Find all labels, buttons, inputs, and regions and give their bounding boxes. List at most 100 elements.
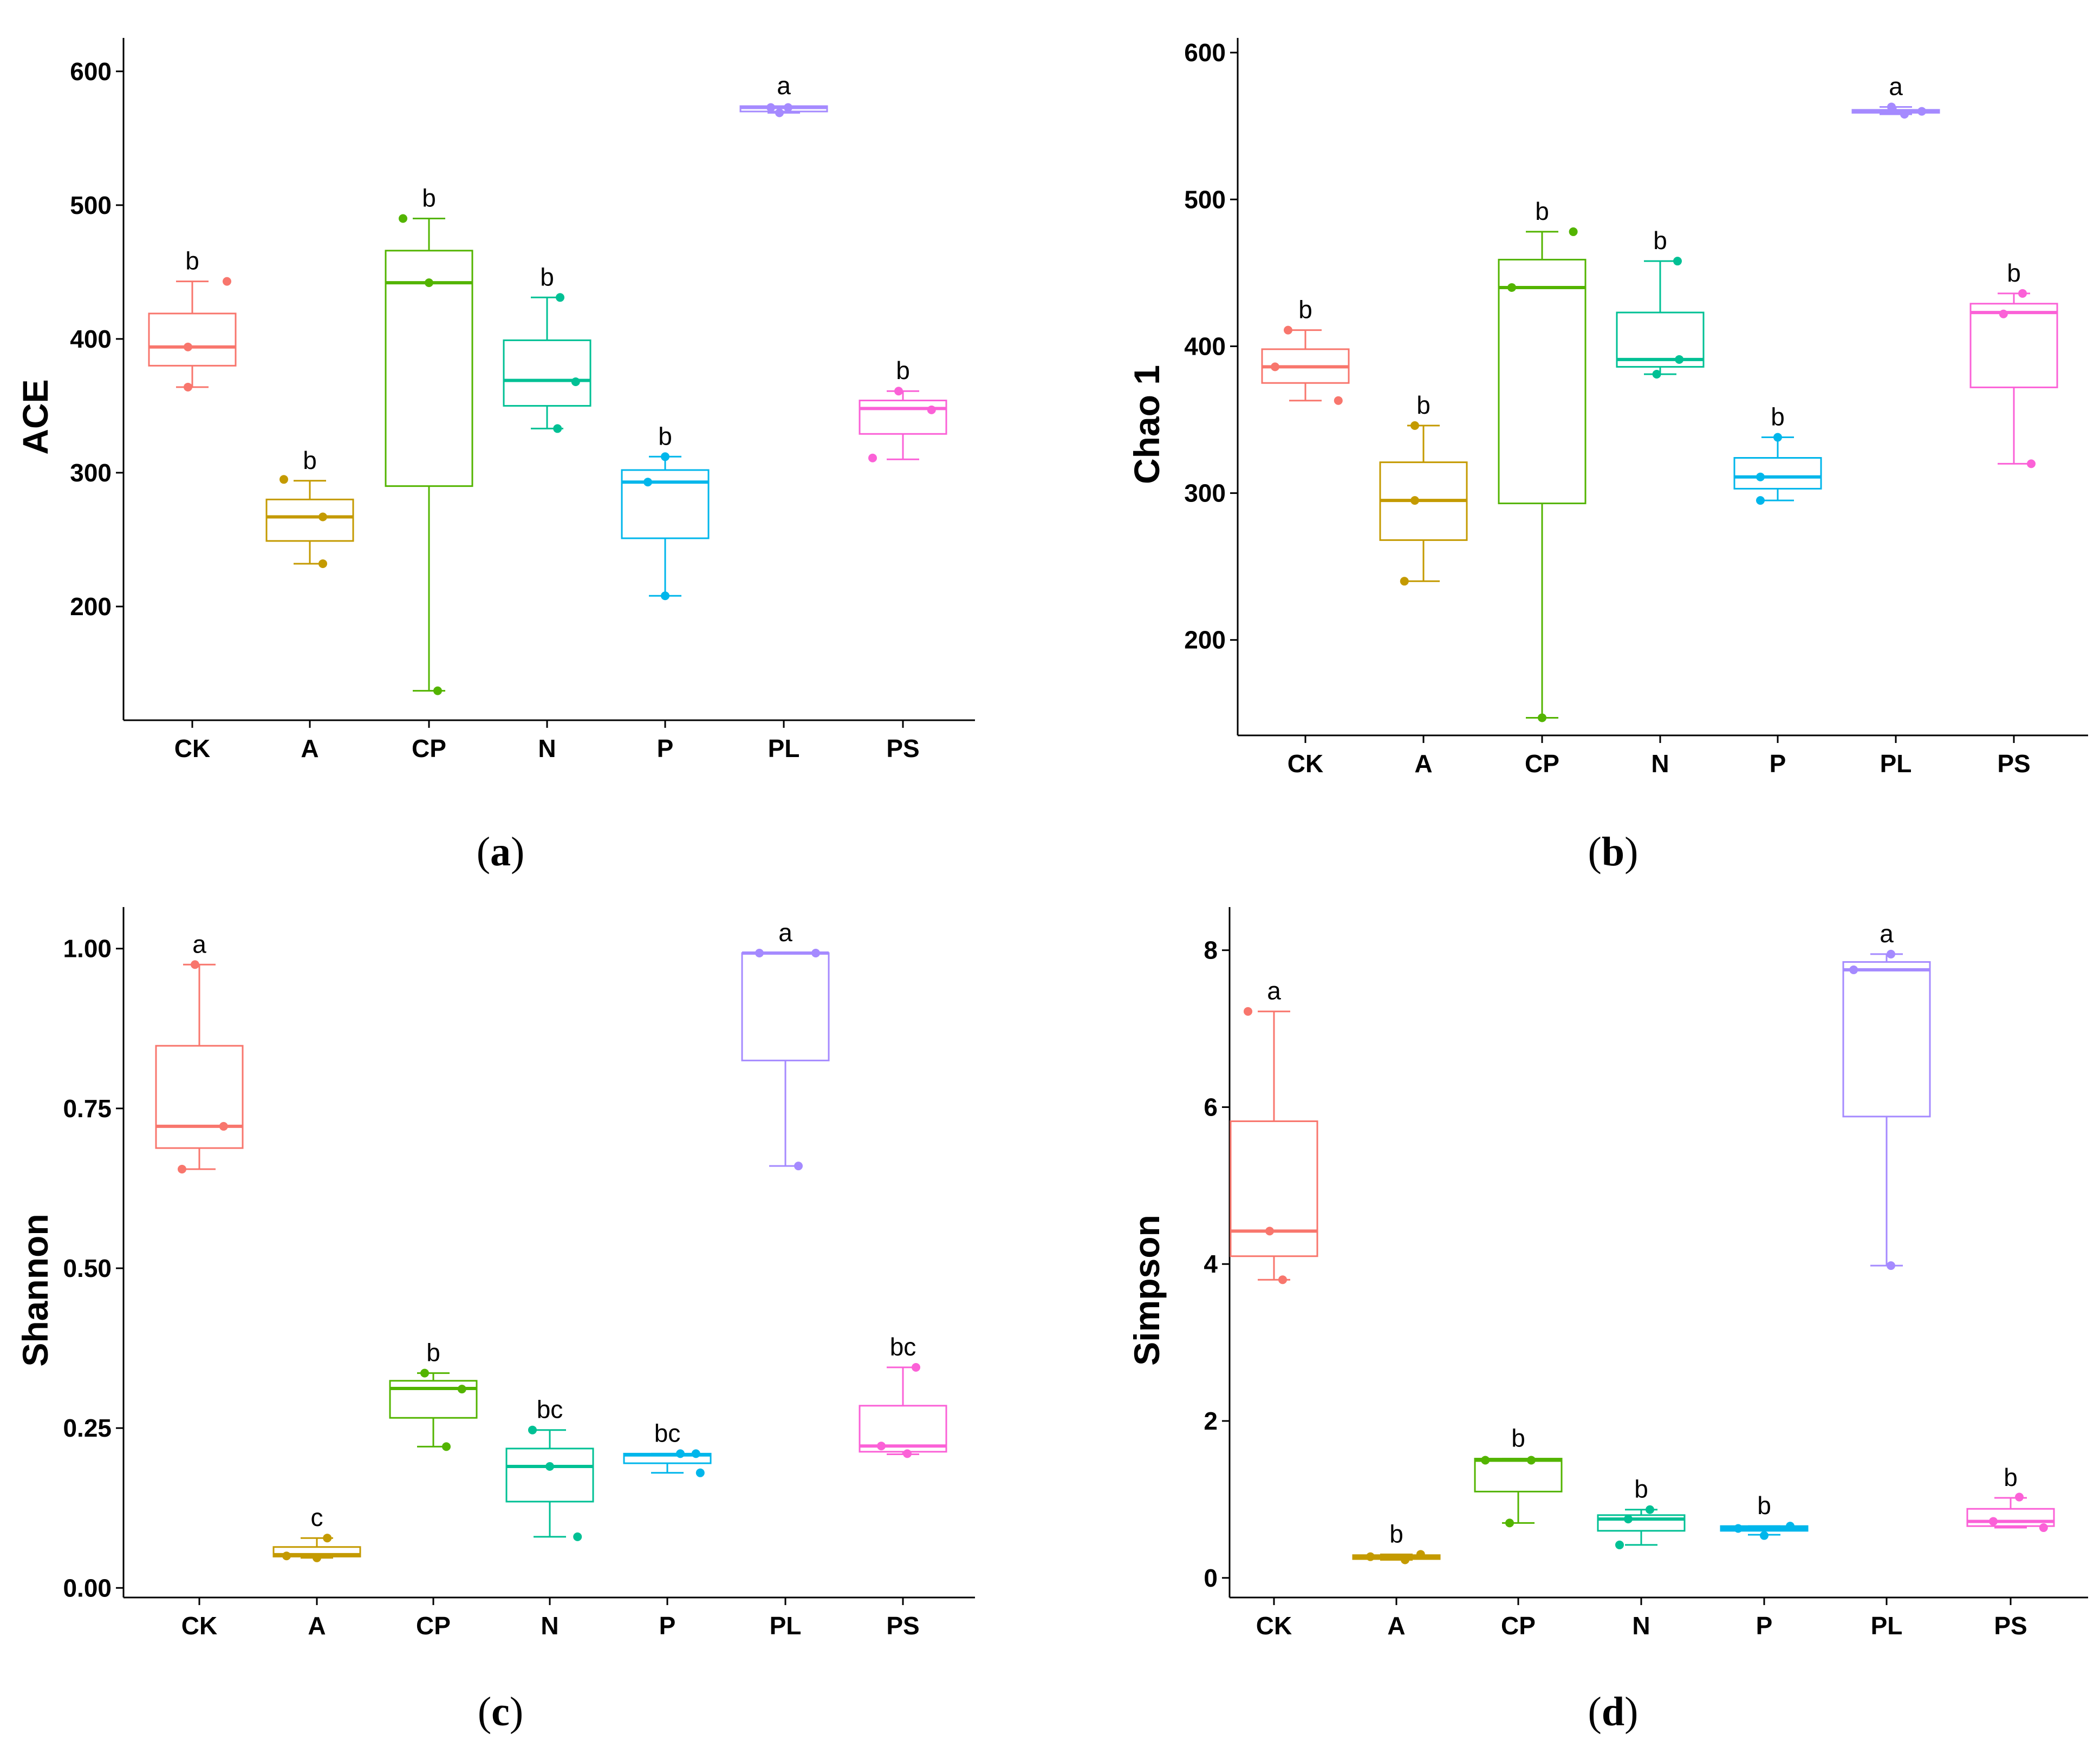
data-point	[903, 1449, 912, 1458]
data-point	[1410, 496, 1419, 505]
data-point	[877, 1442, 886, 1451]
significance-letter: a	[192, 930, 206, 958]
data-point	[399, 214, 407, 223]
box-body	[265, 498, 354, 542]
box-body	[1966, 1508, 2055, 1527]
data-point	[1624, 1515, 1633, 1524]
data-point	[528, 1425, 537, 1435]
data-point	[279, 475, 288, 484]
significance-letter: c	[311, 1503, 323, 1531]
significance-letter: b	[1389, 1520, 1403, 1548]
y-tick-label: 300	[1184, 479, 1226, 507]
box-PS: b	[1966, 1463, 2055, 1533]
data-point	[1366, 1552, 1375, 1561]
y-axis-title: Shannon	[15, 1214, 55, 1366]
panel-caption-a: (a)	[476, 829, 525, 875]
y-axis-title: Simpson	[1127, 1215, 1167, 1366]
y-tick-label: 200	[70, 592, 112, 621]
box-PS: b	[1969, 259, 2058, 468]
data-point	[691, 1449, 700, 1458]
data-point	[695, 1468, 705, 1477]
data-point	[755, 949, 764, 957]
significance-letter: b	[1416, 391, 1431, 419]
y-tick-label: 1.00	[63, 935, 112, 963]
data-point	[184, 342, 192, 351]
significance-letter: b	[1771, 403, 1785, 431]
x-tick-label: A	[308, 1612, 326, 1640]
data-point	[223, 277, 231, 286]
data-point	[811, 949, 820, 957]
box-body	[1842, 961, 1931, 1118]
data-point	[1615, 1540, 1624, 1549]
box-CP: b	[389, 1339, 478, 1451]
significance-letter: b	[658, 422, 672, 450]
data-point	[1527, 1456, 1536, 1465]
y-tick-label: 0.50	[63, 1254, 112, 1282]
box-body	[741, 952, 830, 1061]
significance-letter: b	[1634, 1475, 1648, 1503]
data-point	[323, 1534, 332, 1543]
data-point	[1538, 713, 1546, 722]
box-body	[385, 250, 473, 487]
box-PS: b	[859, 356, 947, 462]
y-tick-label: 0	[1204, 1564, 1218, 1592]
data-point	[1675, 355, 1684, 364]
box-body	[1616, 311, 1705, 368]
data-point	[894, 387, 903, 396]
significance-letter: b	[185, 247, 199, 275]
data-point	[1284, 325, 1292, 335]
significance-letter: b	[1298, 296, 1312, 324]
data-point	[553, 424, 562, 433]
significance-letter: b	[422, 184, 436, 212]
significance-letter: b	[1535, 197, 1549, 225]
box-N: b	[503, 263, 591, 433]
x-tick-label: A	[1387, 1612, 1405, 1640]
box-body	[1733, 457, 1822, 490]
data-point	[433, 686, 442, 695]
y-tick-label: 0.00	[63, 1574, 112, 1602]
data-point	[912, 1363, 920, 1372]
significance-letter: a	[778, 918, 792, 947]
data-point	[425, 278, 433, 288]
data-point	[1569, 227, 1578, 236]
data-point	[219, 1121, 228, 1131]
panel-caption-d: (d)	[1588, 1689, 1639, 1735]
data-point	[1900, 110, 1909, 119]
panel-caption-b: (b)	[1588, 829, 1639, 875]
y-tick-label: 300	[70, 459, 112, 487]
y-tick-label: 500	[1184, 185, 1226, 213]
data-point	[1887, 1261, 1895, 1270]
data-point	[1400, 577, 1409, 586]
significance-letter: b	[1511, 1424, 1525, 1452]
data-point	[2015, 1492, 2024, 1502]
box-body	[155, 1045, 244, 1149]
box-PL: a	[741, 918, 830, 1171]
y-tick-label: 8	[1204, 936, 1218, 964]
x-tick-label: PL	[768, 734, 800, 762]
box-body	[148, 312, 237, 367]
data-point	[420, 1368, 429, 1378]
significance-letter: a	[1889, 72, 1903, 100]
data-point	[1652, 369, 1661, 379]
data-point	[1244, 1007, 1252, 1016]
significance-letter: bc	[537, 1396, 563, 1424]
y-tick-label: 2	[1204, 1407, 1218, 1435]
box-P: b	[1720, 1491, 1809, 1540]
x-tick-label: CK	[181, 1612, 217, 1640]
x-tick-label: CK	[1256, 1612, 1292, 1640]
data-point	[573, 1532, 582, 1541]
chart-panel-3: 0.00 0.25 0.50 0.75 1.00 Shannon CK A CP N P PL PS a c…	[15, 907, 975, 1640]
x-tick-label: PS	[1997, 749, 2030, 778]
data-point	[318, 512, 327, 521]
box-CK: b	[148, 247, 237, 392]
data-point	[927, 405, 936, 414]
box-body	[859, 1405, 947, 1453]
y-tick-label: 0.25	[63, 1414, 112, 1442]
x-tick-label: N	[538, 734, 556, 762]
chart-panel-4: 0 2 4 6 8 Simpson CK A CP N P PL PS a b b b b a b	[1127, 907, 2088, 1640]
data-point	[556, 293, 564, 302]
box-A: b	[265, 446, 354, 568]
data-point	[676, 1449, 685, 1458]
data-point	[643, 478, 652, 487]
x-tick-label: PL	[1880, 749, 1912, 778]
